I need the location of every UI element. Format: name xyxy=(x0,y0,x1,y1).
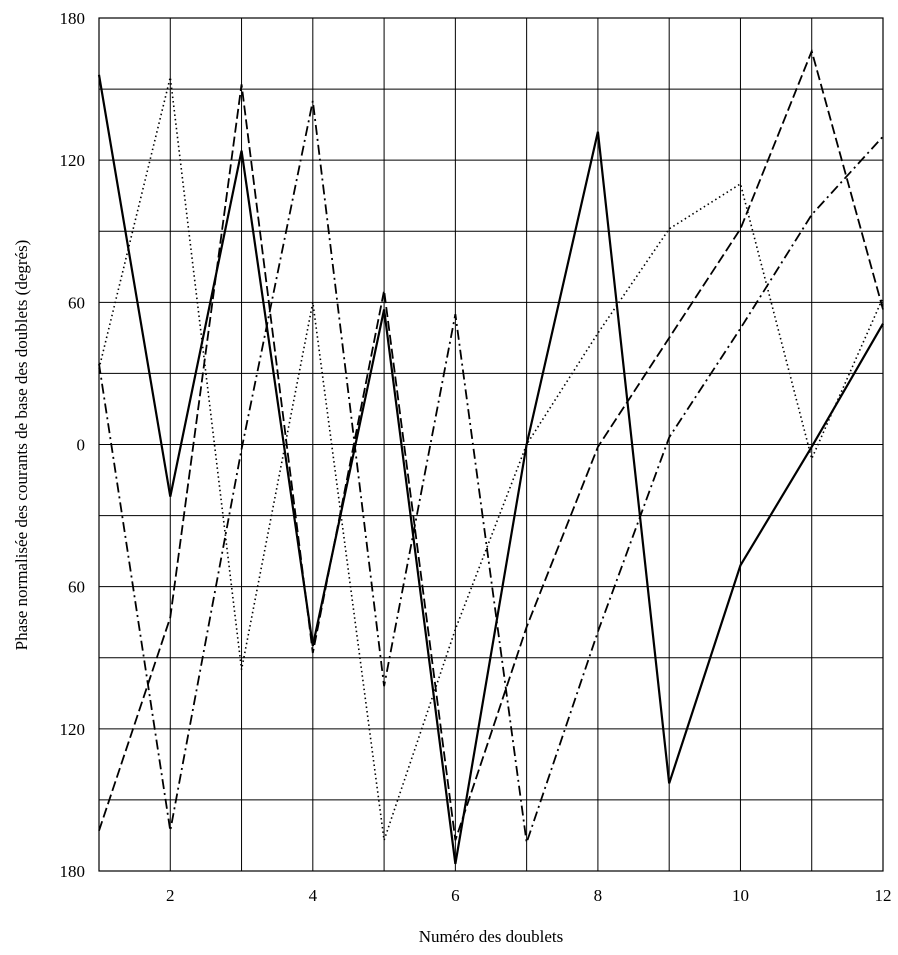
series-line-dashed xyxy=(98,48,884,841)
y-axis-ticks: 180 120 60 0 60 120 180 xyxy=(60,9,86,881)
x-axis-ticks: 2 4 6 8 10 12 xyxy=(166,886,891,905)
y-tick-label: 180 xyxy=(60,862,86,881)
y-tick-label: 0 xyxy=(77,436,86,455)
grid xyxy=(99,17,883,872)
y-tick-label: 180 xyxy=(60,9,86,28)
x-tick-label: 12 xyxy=(875,886,892,905)
y-tick-label: 60 xyxy=(68,578,85,597)
series-line-dashdot xyxy=(98,100,884,843)
x-tick-label: 6 xyxy=(451,886,460,905)
x-tick-label: 10 xyxy=(732,886,749,905)
x-tick-label: 4 xyxy=(309,886,318,905)
series-lines xyxy=(97,48,884,865)
series-line-dotted xyxy=(98,77,884,841)
series-line-solid xyxy=(97,74,884,865)
y-axis-title: Phase normalisée des courants de base de… xyxy=(12,240,31,651)
y-tick-label: 60 xyxy=(68,293,85,312)
y-tick-label: 120 xyxy=(60,720,86,739)
x-tick-label: 2 xyxy=(166,886,175,905)
x-axis-title: Numéro des doublets xyxy=(419,927,563,946)
plot-frame xyxy=(98,17,884,872)
x-tick-label: 8 xyxy=(594,886,603,905)
y-tick-label: 120 xyxy=(60,151,86,170)
